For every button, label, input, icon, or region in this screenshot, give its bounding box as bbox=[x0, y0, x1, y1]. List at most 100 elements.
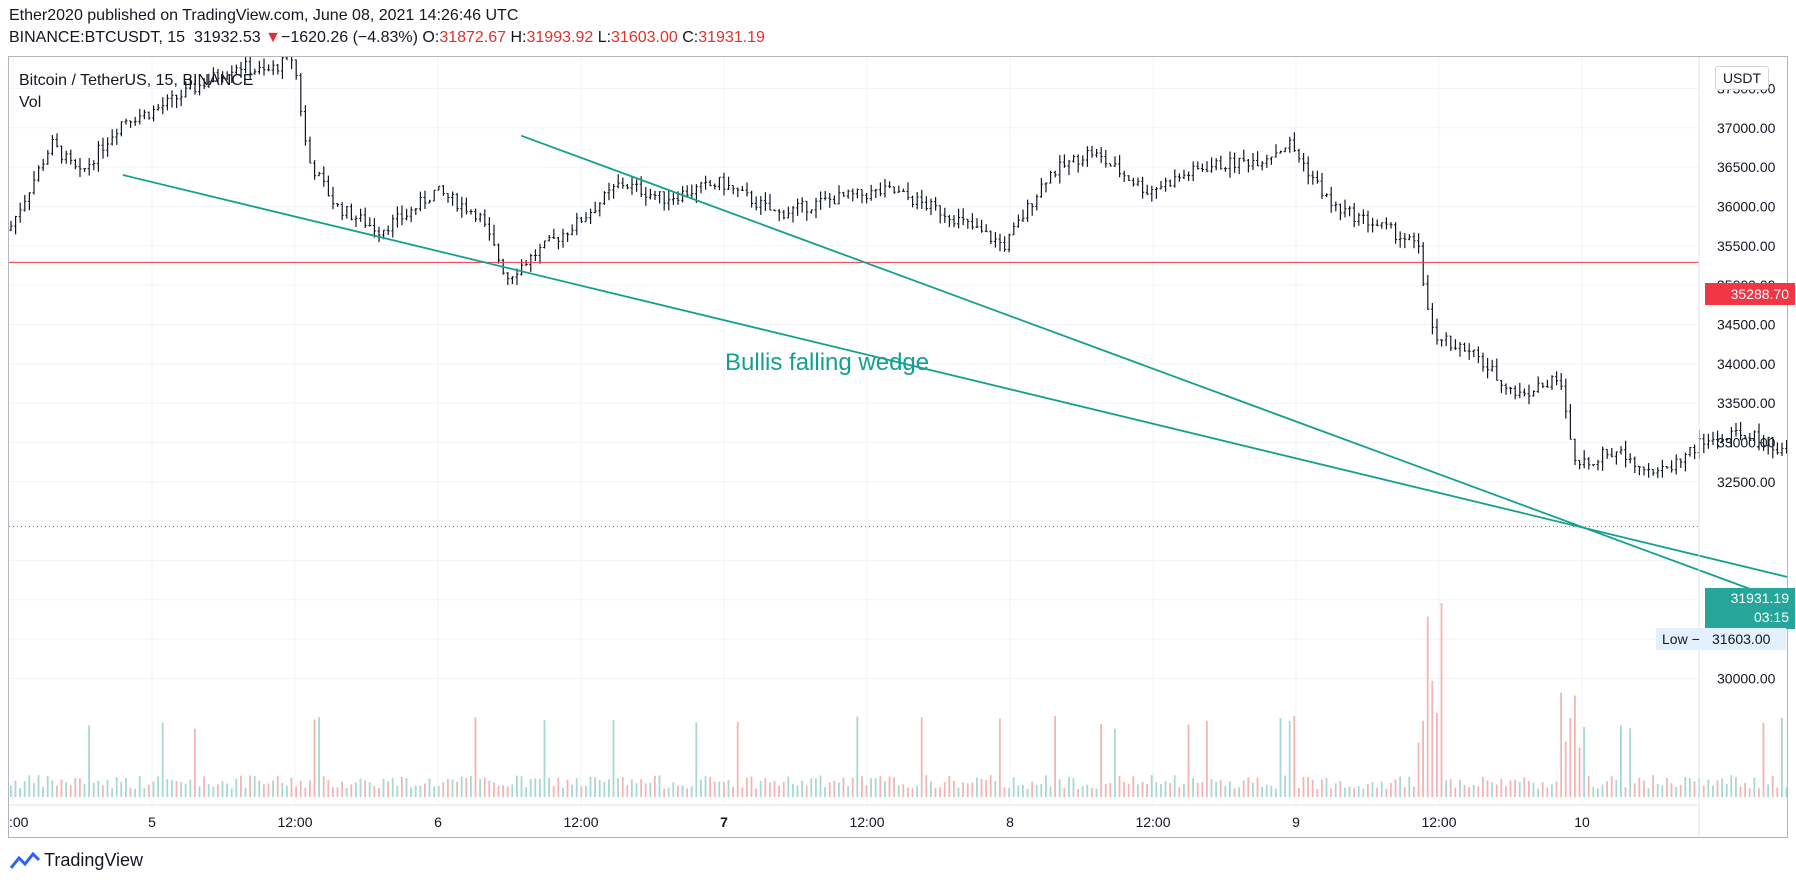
volume-bar bbox=[534, 778, 537, 797]
volume-bar bbox=[1288, 720, 1291, 797]
volume-bar bbox=[290, 777, 293, 797]
volume-bar bbox=[1380, 781, 1383, 797]
volume-bar bbox=[746, 777, 748, 797]
volume-bar bbox=[897, 785, 900, 797]
volume-bar bbox=[1463, 784, 1466, 797]
volume-bar bbox=[1206, 720, 1208, 797]
volume-bar bbox=[56, 785, 58, 797]
volume-bar bbox=[686, 788, 688, 797]
volume-bar bbox=[874, 778, 877, 797]
volume-bar bbox=[350, 784, 353, 797]
volume-bar bbox=[161, 722, 164, 797]
volume-bar bbox=[548, 777, 550, 797]
volume-bar bbox=[1431, 680, 1434, 797]
volume-bar bbox=[235, 778, 238, 797]
volume-bar bbox=[727, 780, 730, 797]
series-title: Bitcoin / TetherUS, 15, BINANCE bbox=[19, 72, 254, 89]
volume-bar bbox=[1390, 783, 1392, 797]
volume-bar bbox=[83, 783, 86, 797]
volume-bar bbox=[60, 779, 63, 797]
volume-bar bbox=[69, 785, 72, 797]
volume-bar bbox=[1035, 784, 1038, 797]
volume-bar bbox=[1647, 788, 1650, 797]
volume-bar bbox=[1758, 788, 1760, 797]
volume-bar bbox=[1238, 787, 1240, 797]
volume-bar bbox=[336, 787, 339, 797]
volume-bar bbox=[1633, 783, 1636, 797]
volume-bar bbox=[359, 778, 362, 797]
hline-price-tag: 35288.70 bbox=[1705, 283, 1795, 305]
volume-bar bbox=[51, 780, 54, 797]
volume-bar bbox=[1284, 775, 1286, 797]
volume-bar bbox=[1049, 786, 1052, 797]
volume-bar bbox=[810, 778, 813, 797]
volume-bar bbox=[1532, 782, 1535, 797]
volume-bar bbox=[1178, 787, 1181, 797]
volume-bar bbox=[92, 782, 95, 797]
brand-footer[interactable]: TradingView bbox=[10, 850, 143, 871]
volume-bar bbox=[148, 784, 150, 797]
volume-bar bbox=[437, 785, 440, 797]
volume-bar bbox=[1298, 788, 1300, 797]
volume-bar bbox=[1357, 786, 1360, 797]
volume-bar bbox=[1689, 778, 1691, 797]
volume-bar bbox=[332, 786, 334, 797]
currency-button[interactable]: USDT bbox=[1715, 66, 1769, 90]
volume-bar bbox=[778, 785, 780, 797]
grid bbox=[9, 57, 1699, 805]
volume-bar bbox=[125, 777, 127, 797]
volume-bar bbox=[1173, 775, 1176, 797]
y-tick-label: 33500.00 bbox=[1717, 395, 1776, 411]
volume-bar bbox=[309, 780, 311, 797]
volume-bar bbox=[1486, 780, 1489, 797]
volume-bar bbox=[1739, 786, 1742, 797]
volume-label: Vol bbox=[19, 94, 42, 111]
volume-bar bbox=[1224, 785, 1227, 797]
volume-bar bbox=[1523, 777, 1526, 797]
countdown: 03:15 bbox=[1753, 609, 1789, 625]
volume-bar bbox=[1169, 783, 1171, 797]
volume-bar bbox=[1252, 782, 1254, 797]
volume-bar bbox=[1187, 724, 1190, 797]
volume-bar bbox=[842, 777, 845, 797]
x-tick-label: 6 bbox=[434, 814, 442, 830]
volume-bar bbox=[1505, 786, 1507, 797]
volume-bar bbox=[1684, 776, 1687, 797]
volume-bar bbox=[580, 786, 583, 797]
volume-bar bbox=[1118, 775, 1121, 797]
volume-bar bbox=[1445, 780, 1447, 797]
volume-bar bbox=[1265, 784, 1268, 797]
volume-bar bbox=[1403, 787, 1406, 797]
volume-bar bbox=[1643, 780, 1645, 797]
volume-bar bbox=[893, 777, 895, 797]
volume-bar bbox=[318, 717, 320, 797]
chart-area[interactable]: Bullis falling wedge 30000.0030500.00310… bbox=[8, 56, 1788, 838]
volume-bar bbox=[1776, 787, 1779, 797]
x-tick-label: 10 bbox=[1574, 814, 1590, 830]
symbol-line: BINANCE:BTCUSDT, 15 31932.53 ▼−1620.26 (… bbox=[9, 29, 765, 47]
volume-bar bbox=[322, 776, 325, 797]
drawings: Bullis falling wedge bbox=[9, 134, 1787, 604]
volume-bar bbox=[474, 717, 477, 797]
volume-bar bbox=[1026, 788, 1029, 797]
volume-bar bbox=[1670, 783, 1673, 797]
symbol: BINANCE:BTCUSDT, 15 bbox=[9, 29, 186, 46]
volume-bar bbox=[1201, 782, 1204, 797]
volume-bar bbox=[1702, 785, 1705, 797]
close-value: 31931.19 bbox=[698, 29, 765, 46]
volume-bar bbox=[189, 779, 192, 797]
volume-bar bbox=[373, 786, 376, 797]
volume-bar bbox=[1196, 782, 1199, 797]
volume-bar bbox=[1693, 781, 1696, 797]
volume-bar bbox=[815, 778, 817, 797]
volume-bar bbox=[1744, 782, 1746, 797]
price-chart[interactable]: Bullis falling wedge 30000.0030500.00310… bbox=[9, 57, 1788, 838]
volume-bar bbox=[479, 779, 481, 797]
volume-bar bbox=[157, 776, 159, 797]
volume-bar bbox=[1468, 786, 1470, 797]
volume-bar bbox=[700, 779, 702, 797]
x-tick-label: 12:00 bbox=[1421, 814, 1456, 830]
volume-bar bbox=[543, 720, 546, 797]
volume-bar bbox=[194, 728, 196, 797]
volume-bar bbox=[962, 782, 964, 797]
